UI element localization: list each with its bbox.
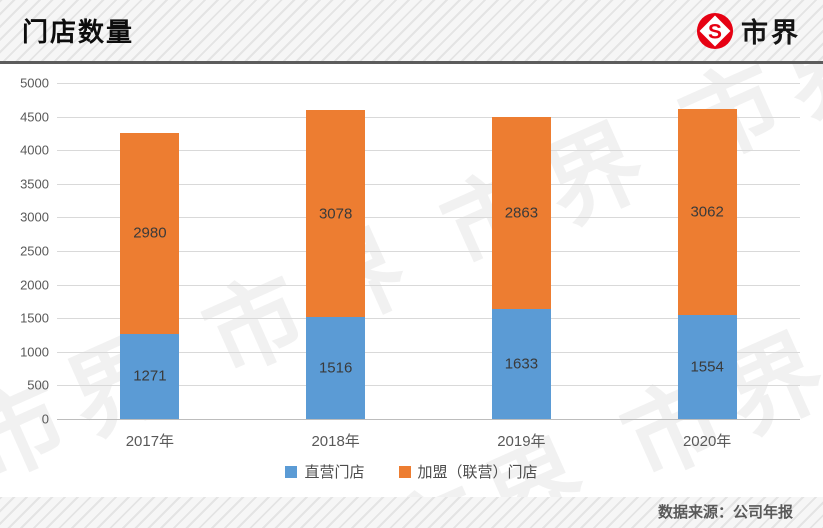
y-tick-label: 2000: [20, 277, 49, 293]
data-source-text: 数据来源：公司年报: [657, 504, 793, 521]
brand-logo: S 市界: [696, 11, 801, 50]
legend-item: 直营门店: [285, 461, 365, 482]
y-tick-label: 5000: [20, 75, 49, 91]
gridline: [57, 217, 800, 219]
chart-section: 市界 市界 市界 市界 市界 市界 市界 市界 市界 市界 市界 市界 0500…: [0, 64, 823, 497]
chart-legend: 直营门店 加盟（联营）门店: [0, 461, 823, 482]
bar-value-label: 3062: [690, 203, 724, 221]
y-tick-label: 0: [41, 411, 49, 427]
bar-value-label: 1271: [133, 367, 167, 385]
gridline: [57, 318, 800, 320]
gridline: [57, 351, 800, 353]
svg-text:S: S: [708, 20, 722, 43]
gridline: [57, 116, 800, 118]
y-tick-label: 500: [27, 377, 49, 393]
y-tick-label: 3500: [20, 176, 49, 192]
bar-segment: [677, 108, 737, 315]
bar-segment: [306, 317, 366, 419]
x-axis-label: 2018年: [311, 433, 360, 450]
legend-label: 加盟（联营）门店: [417, 464, 538, 481]
legend-swatch: [285, 465, 298, 478]
bar-value-label: 2980: [133, 224, 167, 242]
gridline: [57, 150, 800, 152]
bar-segment: [491, 309, 551, 419]
footer-band: 数据来源：公司年报: [0, 497, 823, 528]
x-axis-label: 2017年: [125, 433, 175, 450]
y-tick-label: 1000: [20, 344, 49, 360]
bar-value-label: 1633: [504, 355, 539, 373]
y-tick-label: 1500: [20, 310, 49, 326]
y-tick-label: 2500: [20, 243, 49, 259]
y-tick-label: 4000: [20, 142, 49, 158]
gridline: [57, 83, 800, 84]
legend-swatch: [398, 465, 411, 478]
header-divider-line: [0, 61, 823, 64]
gridline: [57, 251, 800, 252]
bar-segment: [306, 110, 366, 318]
brand-logo-text: 市界: [741, 18, 801, 48]
y-tick-label: 4500: [20, 109, 49, 125]
x-axis-label: 2020年: [682, 433, 732, 450]
bar-value-label: 1516: [318, 359, 353, 377]
header-band: 门店数量 S 市界: [0, 0, 823, 61]
x-axis-label: 2019年: [497, 433, 546, 450]
page-title: 门店数量: [22, 17, 135, 47]
y-tick-label: 3000: [20, 209, 49, 225]
gridline: [57, 385, 800, 387]
bar-value-label: 1554: [690, 358, 724, 376]
x-axis-line: [57, 419, 800, 420]
legend-item: 加盟（联营）门店: [398, 461, 538, 482]
brand-logo-icon: S: [696, 12, 734, 50]
bar-segment: [677, 314, 737, 419]
bar-segment: [120, 133, 180, 334]
bar-segment: [491, 116, 551, 310]
gridline: [57, 284, 800, 286]
bar-value-label: 3078: [318, 205, 353, 223]
stacked-bar-chart: 0 500 1000 1500 2000 2500 3000 3500 4000 4500 5000…: [0, 64, 823, 497]
legend-label: 直营门店: [304, 464, 365, 481]
bar-segment: [120, 333, 180, 419]
gridline: [57, 183, 800, 185]
bar-value-label: 2863: [504, 204, 539, 222]
